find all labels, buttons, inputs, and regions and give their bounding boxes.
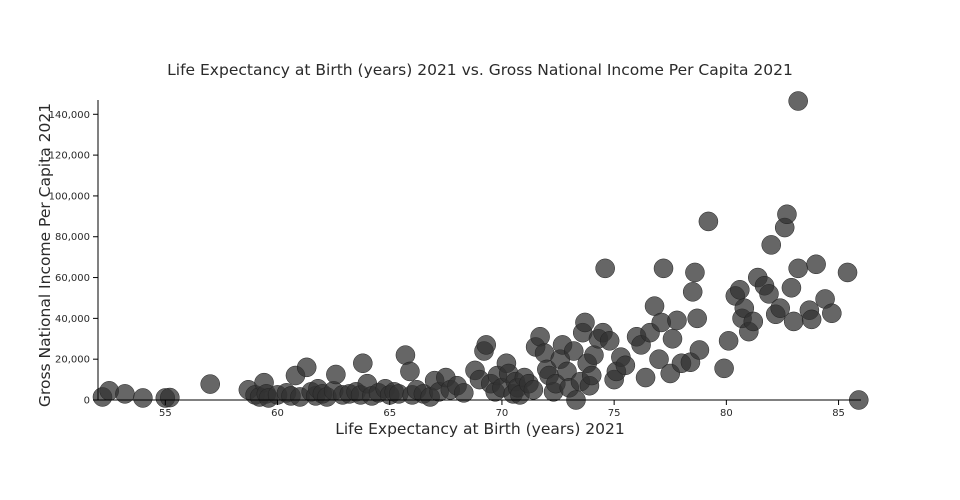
data-point: [730, 280, 750, 300]
x-tick-label: 80: [720, 408, 733, 419]
chart-title: Life Expectancy at Birth (years) 2021 vs…: [167, 61, 793, 79]
data-point: [689, 340, 710, 360]
data-point: [777, 204, 797, 225]
data-point: [115, 384, 135, 404]
data-point: [564, 341, 584, 361]
data-point: [615, 355, 636, 376]
data-point: [788, 258, 808, 279]
y-tick-label: 80,000: [55, 232, 90, 243]
y-axis-title: Gross National Income Per Capita 2021: [36, 103, 54, 407]
data-point: [662, 329, 683, 349]
y-tick-label: 60,000: [55, 273, 90, 284]
y-tick-label: 100,000: [49, 191, 90, 202]
data-point: [584, 345, 604, 365]
data-point: [788, 91, 808, 111]
data-point: [822, 303, 842, 324]
data-point: [667, 310, 687, 331]
data-point: [454, 383, 474, 403]
data-point: [326, 364, 346, 385]
data-point: [353, 353, 373, 374]
data-point: [714, 358, 734, 379]
data-point: [296, 357, 317, 378]
x-tick-label: 60: [271, 408, 284, 419]
data-points: [92, 91, 869, 410]
data-point: [783, 311, 804, 332]
data-point: [400, 361, 420, 382]
data-point: [653, 258, 674, 279]
x-tick-label: 75: [608, 408, 621, 419]
data-point: [761, 235, 781, 255]
data-point: [530, 326, 550, 347]
x-tick-label: 65: [383, 408, 396, 419]
data-point: [718, 331, 739, 351]
y-tick-label: 40,000: [55, 314, 90, 325]
data-point: [743, 311, 764, 332]
x-tick-label: 55: [159, 408, 172, 419]
y-tick-label: 140,000: [49, 110, 90, 121]
x-axis-ticks: 55 60 65 70 75 80 85: [159, 400, 845, 419]
data-point: [476, 335, 496, 355]
data-point: [687, 308, 707, 329]
data-point: [595, 258, 615, 279]
y-axis-ticks: 0 20,000 40,000 60,000 80,000 100,000 120,000 1…: [49, 110, 98, 407]
data-point: [581, 365, 602, 386]
x-tick-label: 70: [496, 408, 509, 419]
data-point: [682, 282, 703, 302]
data-point: [770, 298, 790, 318]
data-point: [599, 331, 620, 351]
data-point: [133, 388, 153, 408]
data-point: [806, 254, 826, 275]
data-point: [781, 278, 802, 298]
data-point: [575, 312, 595, 333]
data-point: [801, 309, 822, 330]
data-point: [160, 387, 180, 408]
y-tick-label: 0: [84, 396, 90, 407]
data-point: [200, 374, 220, 394]
data-point: [698, 211, 719, 232]
data-point: [837, 262, 858, 283]
data-point: [523, 380, 544, 400]
data-point: [635, 367, 656, 388]
data-point: [395, 345, 416, 365]
y-tick-label: 120,000: [49, 151, 90, 162]
data-point: [759, 284, 779, 304]
data-point: [649, 349, 669, 369]
x-tick-label: 85: [832, 408, 845, 419]
y-tick-label: 20,000: [55, 355, 90, 366]
x-axis-title: Life Expectancy at Birth (years) 2021: [335, 420, 625, 438]
data-point: [685, 262, 705, 283]
